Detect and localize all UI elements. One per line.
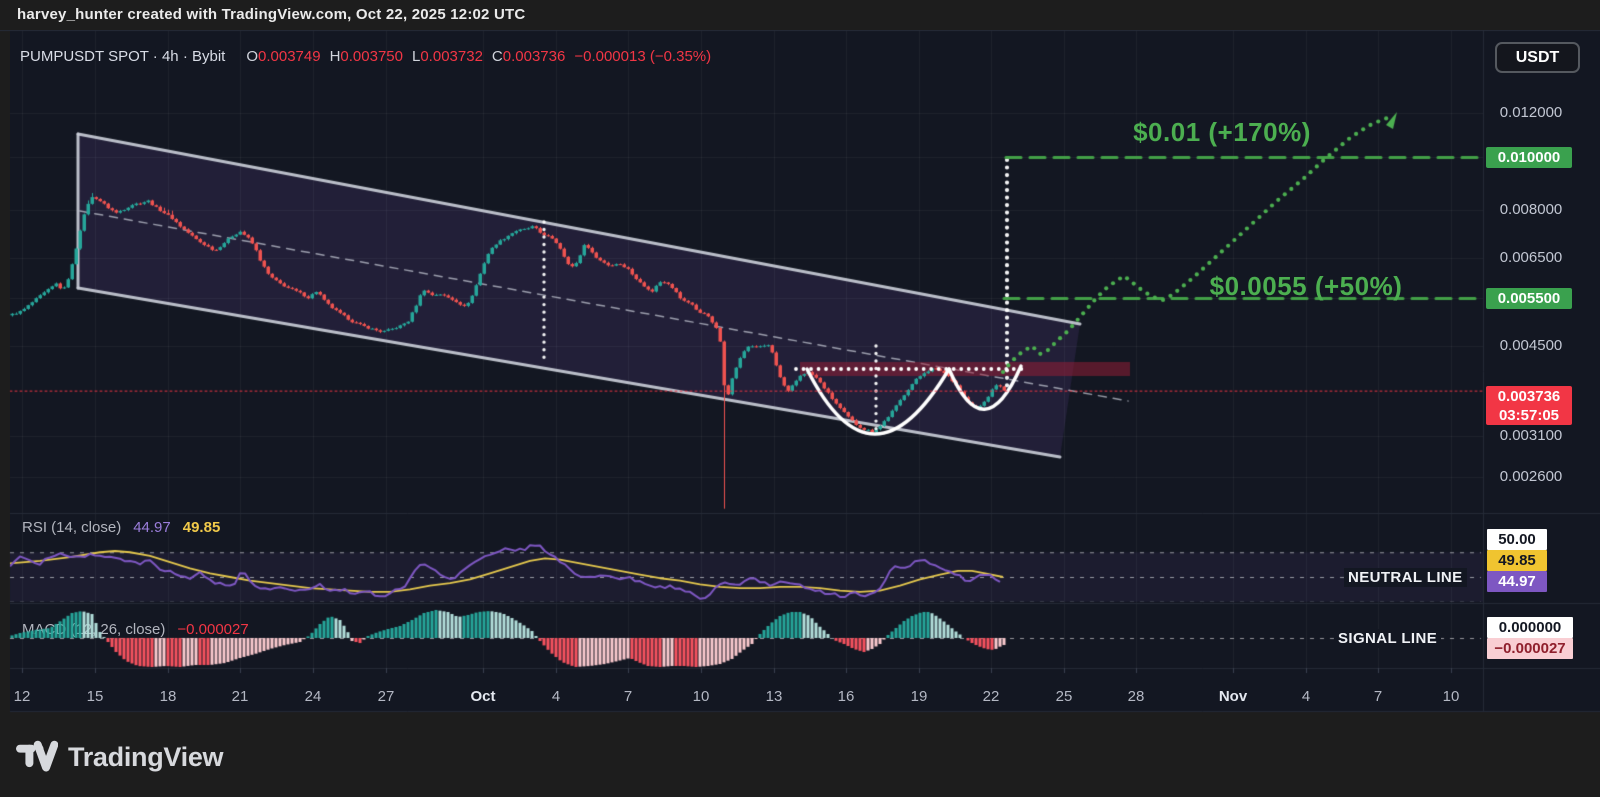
low-value: 0.003732 [420,48,483,65]
high-value: 0.003750 [340,48,403,65]
time-axis-label-15: 15 [86,688,104,705]
time-axis-label-12: 12 [13,688,31,705]
close-value: 0.003736 [502,48,566,65]
rsi-legend[interactable]: RSI (14, close) 44.97 49.85 [22,519,220,536]
target-price-label-0.010000: 0.010000 [1486,147,1572,168]
rsi-axis-label-44.97: 44.97 [1487,571,1547,592]
rsi-legend-title: RSI (14, close) [22,519,122,536]
time-axis-label-28: 28 [1127,688,1145,705]
close-label: C [491,48,503,65]
time-axis-label-4: 4 [551,688,561,705]
target-annotation-50pct: $0.0055 (+50%) [1209,271,1403,301]
time-axis-label-16: 16 [837,688,855,705]
time-axis-label-24: 24 [304,688,322,705]
last-price-label: 0.003736 03:57:05 [1486,386,1572,425]
tradingview-logo-icon [16,740,58,774]
time-axis-label-18: 18 [159,688,177,705]
watermark-bar: harvey_hunter created with TradingView.c… [0,0,1600,30]
macd-axis-label-0.000000: 0.000000 [1487,617,1573,638]
time-axis-label-21: 21 [231,688,249,705]
open-label: O [246,48,258,65]
rsi-axis-label-50.00: 50.00 [1487,529,1547,550]
currency-toggle-button[interactable]: USDT [1495,42,1580,73]
last-price-value: 0.003736 [1497,388,1561,405]
time-axis-label-7: 7 [1373,688,1383,705]
price-axis-label-0.004500: 0.004500 [1499,337,1563,354]
footer-brand[interactable]: TradingView [16,731,224,783]
time-axis-label-25: 25 [1055,688,1073,705]
price-axis-label-0.012000: 0.012000 [1499,104,1563,121]
price-axis-label-0.008000: 0.008000 [1499,201,1563,218]
rsi-ma-value: 49.85 [182,519,221,536]
neutral-line-label: NEUTRAL LINE [1344,568,1467,587]
high-label: H [329,48,341,65]
time-axis-label-nov: Nov [1218,688,1248,705]
time-axis-label-10: 10 [1442,688,1460,705]
time-axis-label-7: 7 [623,688,633,705]
time-axis-label-22: 22 [982,688,1000,705]
time-axis-label-27: 27 [377,688,395,705]
price-axis-label-0.002600: 0.002600 [1499,468,1563,485]
rsi-value: 44.97 [133,519,171,536]
price-axis-label-0.003100: 0.003100 [1499,427,1563,444]
low-label: L [412,48,421,65]
time-axis-label-oct: Oct [470,688,496,705]
price-axis-label-0.006500: 0.006500 [1499,249,1563,266]
time-axis-label-13: 13 [765,688,783,705]
symbol-legend[interactable]: PUMPUSDT SPOT · 4h · Bybit O0.003749 H0.00… [20,48,711,66]
tradingview-brand-text: TradingView [68,741,224,772]
time-axis-label-4: 4 [1301,688,1311,705]
macd-axis-label-−0.000027: −0.000027 [1487,638,1573,659]
signal-line-label: SIGNAL LINE [1334,629,1442,648]
symbol-title: PUMPUSDT SPOT · 4h · Bybit [20,48,226,65]
watermark-text: harvey_hunter created with TradingView.c… [17,6,526,23]
rsi-axis-label-49.85: 49.85 [1487,550,1547,571]
target-price-label-0.005500: 0.005500 [1486,288,1572,309]
change-value: −0.000013 (−0.35%) [574,48,712,65]
target-annotation-170pct: $0.01 (+170%) [1133,117,1311,147]
candle-countdown: 03:57:05 [1498,407,1560,424]
open-value: 0.003749 [258,48,321,65]
time-axis-label-19: 19 [910,688,928,705]
time-axis-label-10: 10 [692,688,710,705]
